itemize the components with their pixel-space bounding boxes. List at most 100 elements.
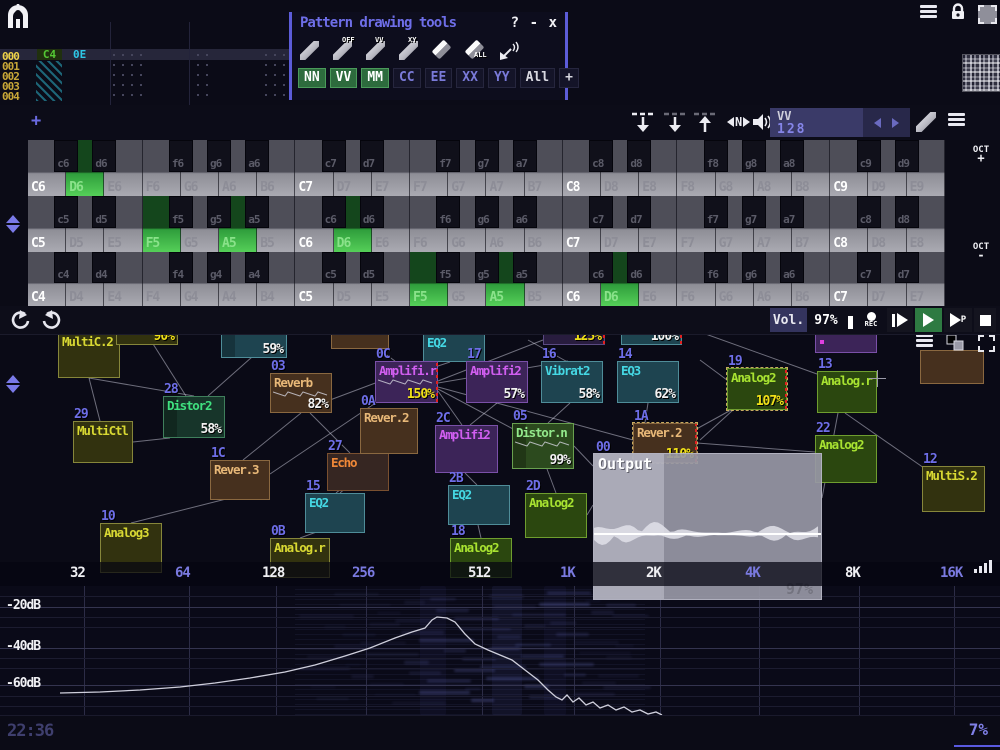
key-a5-sharp[interactable]: a5 (245, 196, 269, 228)
key-f7-sharp[interactable]: f7 (436, 140, 460, 172)
module-Analog2[interactable]: Analog2 (815, 435, 877, 483)
key-d6-sharp[interactable]: d6 (92, 140, 116, 172)
key-a5-sharp[interactable]: a5 (513, 252, 537, 283)
key-d7-sharp[interactable]: d7 (895, 252, 919, 283)
key-c5-sharp[interactable]: c5 (322, 252, 346, 283)
stop-button[interactable] (974, 308, 996, 332)
key-c9-sharp[interactable]: c9 (857, 140, 881, 172)
module-Echo[interactable]: Echo (327, 453, 389, 491)
key-g7-sharp[interactable]: g7 (475, 140, 499, 172)
key-f5-sharp[interactable]: f5 (436, 252, 460, 283)
speaker-icon[interactable] (752, 113, 772, 135)
pattern-preview-thumbnail[interactable] (962, 54, 1000, 92)
key-d8-sharp[interactable]: d8 (895, 196, 919, 228)
key-g4-sharp[interactable]: g4 (207, 252, 231, 283)
module-MultiS.2[interactable]: MultiS.2 (922, 466, 985, 512)
key-f7-sharp[interactable]: f7 (704, 196, 728, 228)
dialog-button-VV[interactable]: VV (330, 68, 358, 88)
pencil-velocity-icon[interactable]: VV (366, 38, 388, 62)
note-n-icon[interactable]: N (722, 115, 755, 129)
selection-icon[interactable] (978, 5, 997, 24)
dialog-button-All[interactable]: All (520, 68, 555, 88)
module-Rever.3[interactable]: Rever.3 (210, 460, 270, 500)
dialog-button-XX[interactable]: XX (456, 68, 484, 88)
module-scroll-icon[interactable] (6, 368, 20, 400)
pencil-icon[interactable] (300, 38, 322, 62)
redo-icon[interactable] (40, 310, 64, 334)
module-selection-icon[interactable] (978, 335, 995, 352)
key-f5-sharp[interactable]: f5 (169, 196, 193, 228)
octave-down-button[interactable]: OCT- (966, 243, 996, 259)
module-Analog2[interactable]: Analog2 (525, 493, 587, 538)
key-f6-sharp[interactable]: f6 (704, 252, 728, 283)
prev-arrow-icon[interactable] (869, 118, 881, 128)
module-Amplifi2[interactable]: Amplifi257% (466, 361, 528, 403)
pattern-effect-cell[interactable]: 0E (73, 49, 86, 60)
key-d5-sharp[interactable]: d5 (92, 196, 116, 228)
octave-up-button[interactable]: OCT+ (966, 146, 996, 162)
key-c7-sharp[interactable]: c7 (589, 196, 613, 228)
key-d4-sharp[interactable]: d4 (92, 252, 116, 283)
dialog-button-YY[interactable]: YY (488, 68, 516, 88)
volume-label[interactable]: Vol. (770, 308, 807, 332)
module-box[interactable] (815, 333, 877, 353)
module-Rever.2[interactable]: Rever.2 (360, 408, 418, 454)
dialog-button-+[interactable]: + (559, 68, 579, 88)
key-d7-sharp[interactable]: d7 (627, 196, 651, 228)
key-c5-sharp[interactable]: c5 (54, 196, 78, 228)
interactive-draw-icon[interactable] (498, 38, 520, 62)
key-c7-sharp[interactable]: c7 (322, 140, 346, 172)
play-button[interactable] (915, 308, 942, 332)
key-c4-sharp[interactable]: c4 (54, 252, 78, 283)
key-d5-sharp[interactable]: d5 (360, 252, 384, 283)
module-menu-icon[interactable] (916, 334, 933, 349)
pencil-xy-icon[interactable]: XY (399, 38, 421, 62)
key-f4-sharp[interactable]: f4 (169, 252, 193, 283)
module-layers-icon[interactable] (946, 334, 966, 356)
volume-slider[interactable] (845, 308, 855, 332)
edit-pencil-icon[interactable] (916, 112, 936, 132)
module-EQ2[interactable]: EQ2 (448, 485, 510, 525)
play-pattern-button[interactable]: P (944, 308, 972, 332)
key-g6-sharp[interactable]: g6 (207, 140, 231, 172)
key-d8-sharp[interactable]: d8 (627, 140, 651, 172)
dialog-close-button[interactable]: x (549, 15, 557, 31)
note-up-icon[interactable] (692, 111, 718, 138)
key-c8-sharp[interactable]: c8 (857, 196, 881, 228)
key-a6-sharp[interactable]: a6 (245, 140, 269, 172)
pattern-menu-icon[interactable] (948, 113, 965, 128)
record-button[interactable]: REC (857, 308, 885, 332)
module-Distor2[interactable]: Distor258% (163, 396, 225, 438)
key-c6-sharp[interactable]: c6 (589, 252, 613, 283)
dialog-button-EE[interactable]: EE (425, 68, 453, 88)
key-d6-sharp[interactable]: d6 (360, 196, 384, 228)
key-c8-sharp[interactable]: c8 (589, 140, 613, 172)
module-Vibrat2[interactable]: Vibrat258% (541, 361, 603, 403)
key-f6-sharp[interactable]: f6 (169, 140, 193, 172)
lock-icon[interactable] (949, 2, 967, 25)
dialog-button-CC[interactable]: CC (393, 68, 421, 88)
eraser-icon[interactable] (432, 38, 454, 62)
key-a7-sharp[interactable]: a7 (513, 140, 537, 172)
note-dim-down-icon[interactable] (662, 111, 688, 138)
key-d6-sharp[interactable]: d6 (627, 252, 651, 283)
key-g6-sharp[interactable]: g6 (475, 196, 499, 228)
dialog-button-MM[interactable]: MM (361, 68, 389, 88)
dialog-minimize-button[interactable]: - (530, 15, 538, 31)
key-a8-sharp[interactable]: a8 (780, 140, 804, 172)
module-EQ2[interactable]: EQ2 (305, 493, 365, 533)
module-Reverb[interactable]: Reverb82% (270, 373, 332, 413)
key-c6-sharp[interactable]: c6 (322, 196, 346, 228)
module-MultiC.2[interactable]: MultiC.2 (58, 332, 120, 378)
dialog-help-button[interactable]: ? (511, 15, 519, 31)
key-f6-sharp[interactable]: f6 (436, 196, 460, 228)
key-g5-sharp[interactable]: g5 (475, 252, 499, 283)
key-g5-sharp[interactable]: g5 (207, 196, 231, 228)
module-Analog.r[interactable]: Analog.r (817, 371, 877, 413)
key-d7-sharp[interactable]: d7 (360, 140, 384, 172)
note-off-down-icon[interactable] (630, 111, 656, 138)
key-c7-sharp[interactable]: c7 (857, 252, 881, 283)
pattern-note-cell[interactable]: C4 (37, 49, 62, 60)
pattern-row-number[interactable]: 004 (2, 90, 19, 103)
module-Analog2[interactable]: Analog2107% (727, 368, 787, 410)
